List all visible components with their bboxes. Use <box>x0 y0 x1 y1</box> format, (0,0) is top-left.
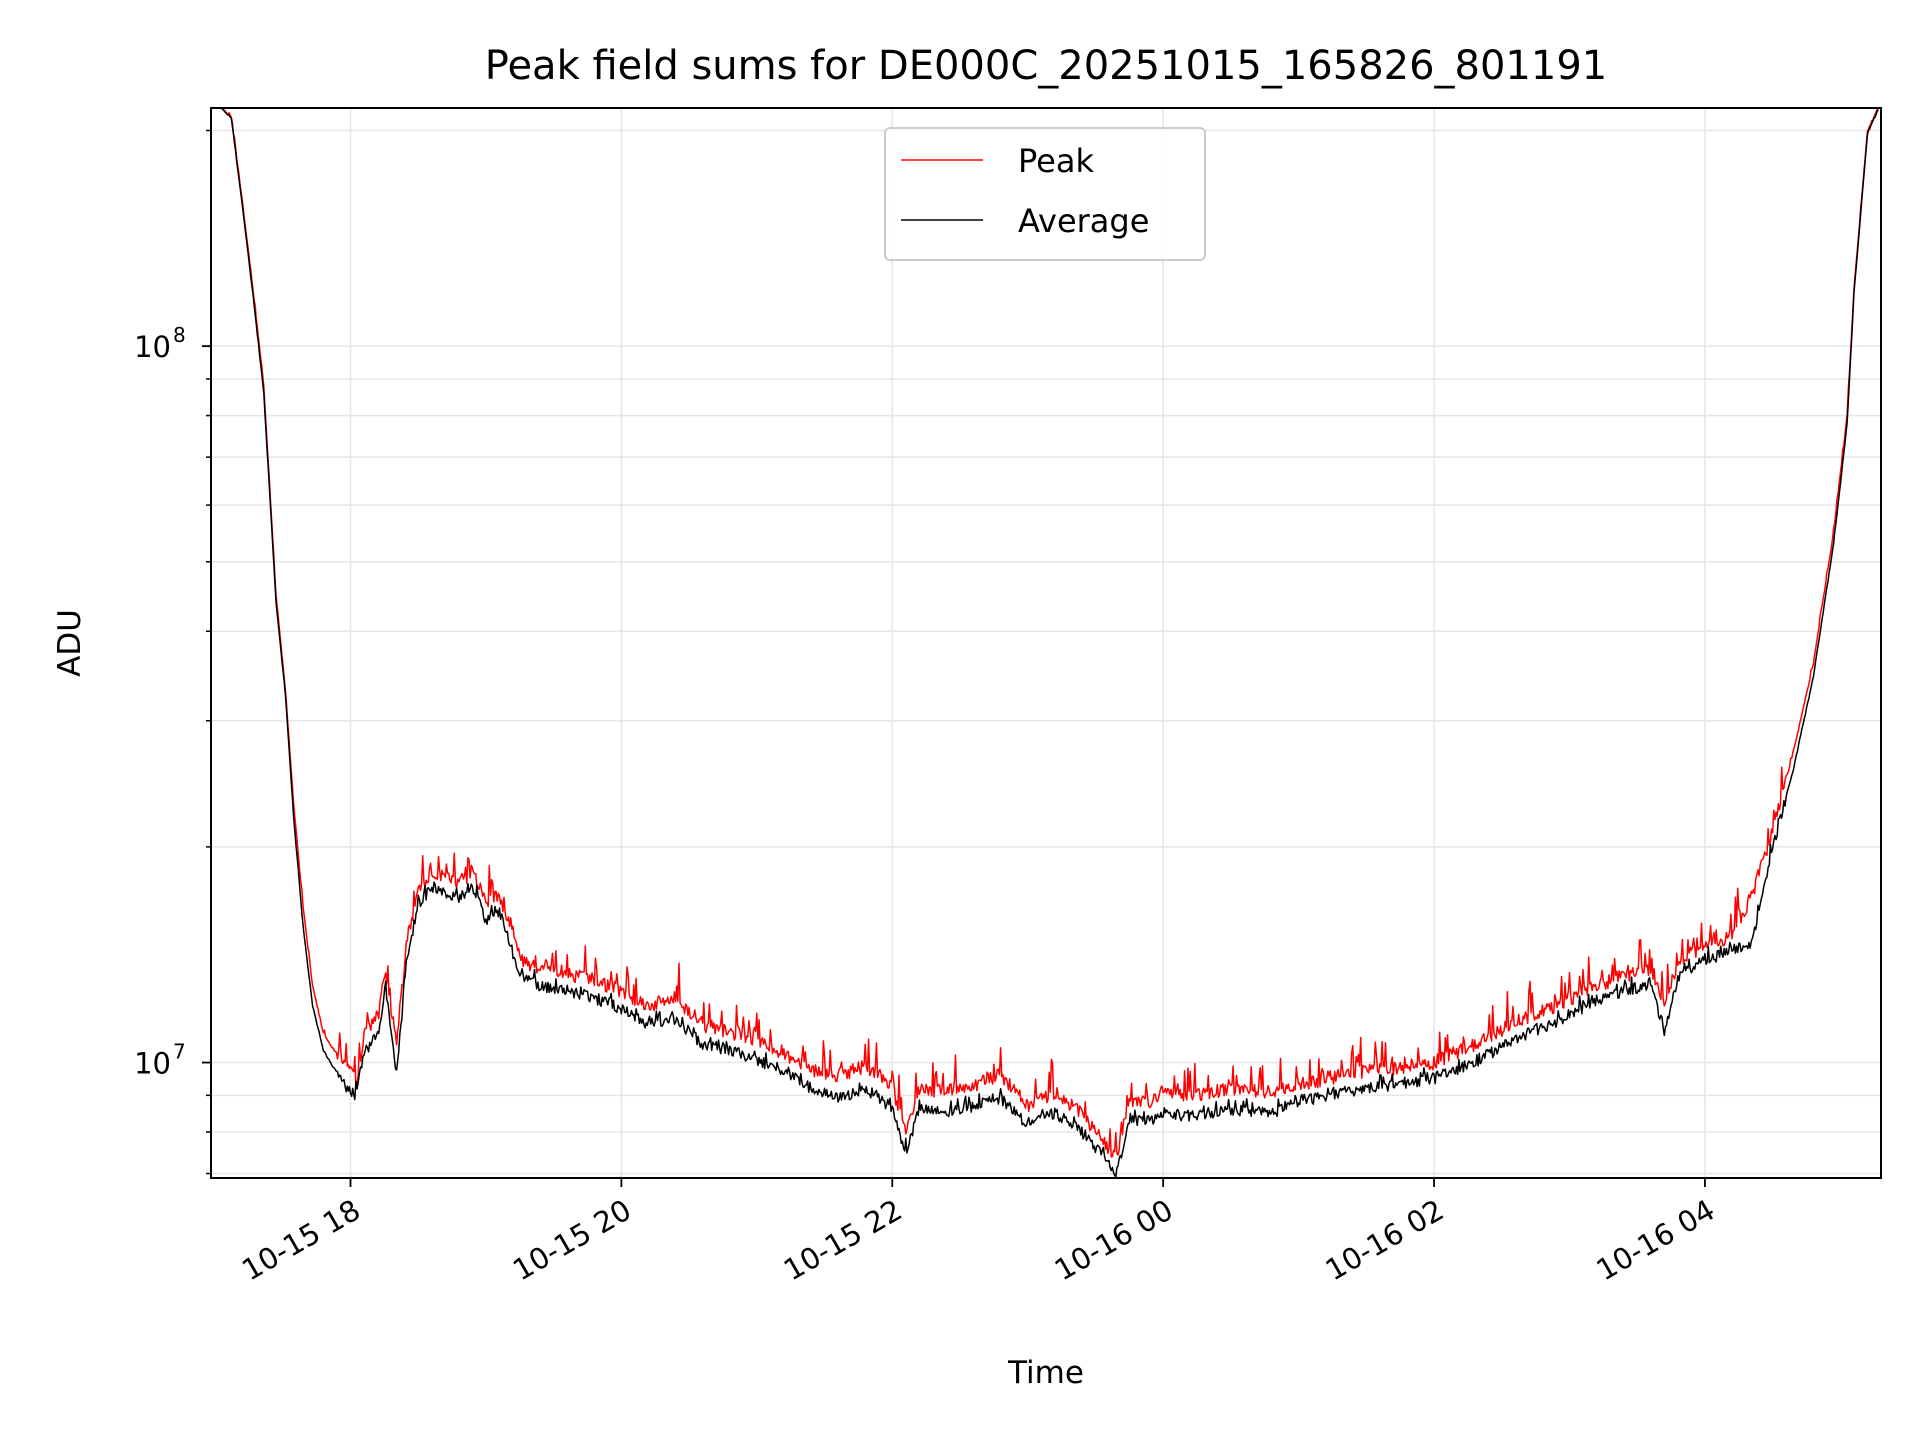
legend-label-average: Average <box>1018 202 1149 240</box>
x-axis-label: Time <box>1007 1355 1084 1391</box>
grid <box>211 108 1881 1178</box>
chart-title: Peak field sums for DE000C_20251015_1658… <box>485 43 1607 89</box>
series-lines <box>221 107 1879 1178</box>
plot-frame <box>210 107 1882 1179</box>
legend: Peak Average <box>884 127 1206 261</box>
y-axis-label: ADU <box>52 609 88 677</box>
series-line-peak <box>221 107 1879 1158</box>
series-line-average <box>221 108 1879 1178</box>
legend-box <box>884 127 1206 261</box>
y-tick-label: 10 <box>134 330 171 364</box>
y-tick-exponent: 7 <box>173 1040 186 1064</box>
legend-label-peak: Peak <box>1018 142 1094 180</box>
y-tick-label: 10 <box>134 1047 171 1081</box>
y-tick-exponent: 8 <box>173 323 186 347</box>
